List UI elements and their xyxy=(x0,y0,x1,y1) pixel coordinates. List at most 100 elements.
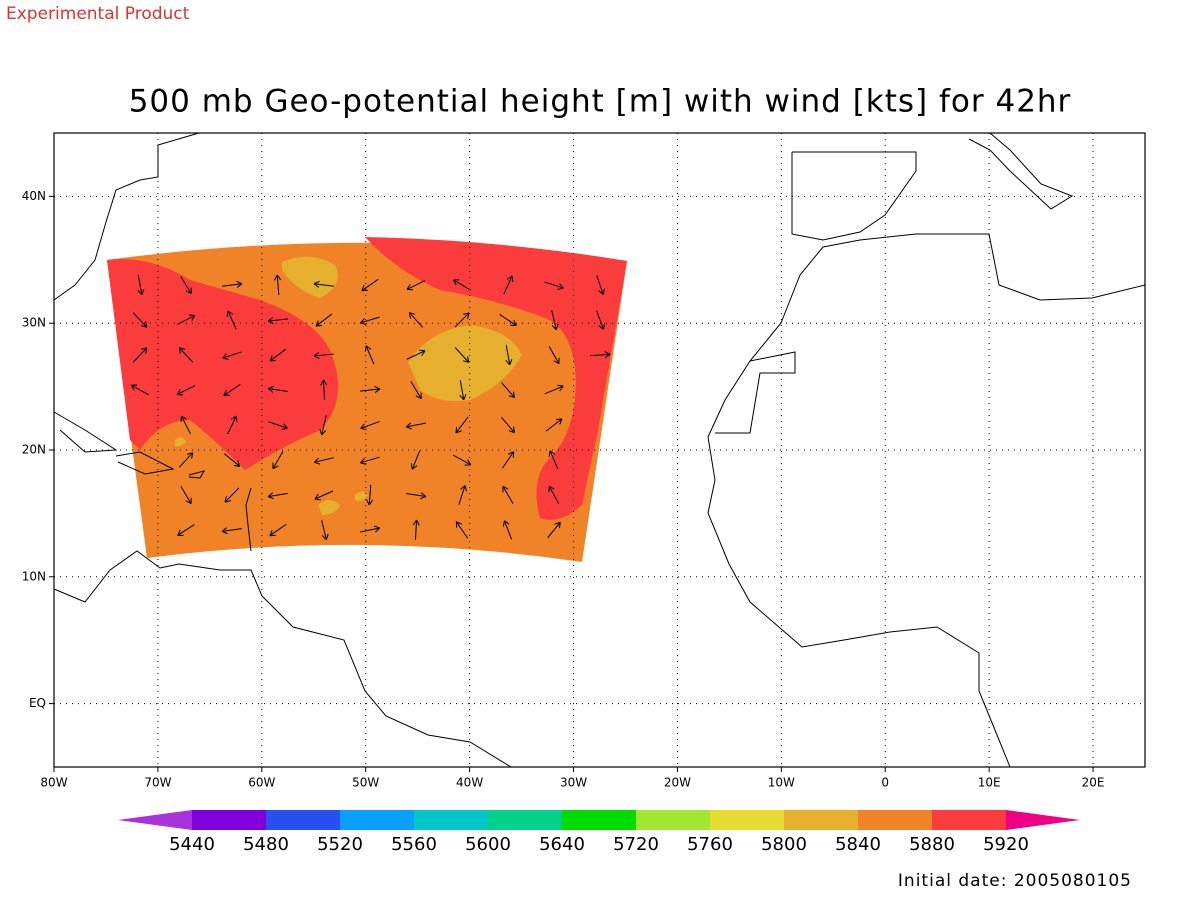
wind-arrow xyxy=(406,492,427,500)
colorbar-label: 5560 xyxy=(391,834,437,855)
wind-arrow xyxy=(361,278,379,292)
wind-arrow xyxy=(272,451,284,470)
colorbar-segment xyxy=(266,810,340,830)
colorbar-label: 5520 xyxy=(317,834,363,855)
wind-arrow xyxy=(132,347,148,363)
wind-arrow xyxy=(267,317,288,325)
colorbar-label: 5800 xyxy=(761,834,807,855)
coast-hispaniola xyxy=(115,451,175,475)
lon-tick-label: 70W xyxy=(144,776,171,790)
colorbar-segment xyxy=(192,810,266,830)
wind-arrow xyxy=(313,351,335,359)
colorbar-segment xyxy=(858,810,932,830)
lon-tick-label: 60W xyxy=(248,776,275,790)
colorbar: 5440 5480 5520 5560 5600 5640 5720 5760 5800 5840… xyxy=(118,810,1080,855)
wind-arrow xyxy=(454,347,470,363)
wind-arrow xyxy=(544,384,564,395)
wind-arrow xyxy=(360,456,380,465)
wind-arrow xyxy=(319,415,327,436)
colorbar-segment xyxy=(710,810,784,830)
colorbar-segment xyxy=(636,810,710,830)
wind-arrow xyxy=(269,523,287,537)
lat-tick-label: 30N xyxy=(22,316,46,330)
wind-arrow xyxy=(502,485,514,504)
wind-arrow xyxy=(547,521,561,539)
colorbar-segment xyxy=(784,810,858,830)
wind-arrow xyxy=(314,490,334,501)
colorbar-left-triangle xyxy=(118,810,192,830)
wind-arrow xyxy=(499,314,517,327)
coastlines xyxy=(53,132,1146,768)
colorbar-label: 5720 xyxy=(613,834,659,855)
wind-arrow xyxy=(501,417,515,434)
height-field xyxy=(107,237,627,563)
field-high-east xyxy=(365,237,627,520)
lon-tick-label: 50W xyxy=(352,776,379,790)
wind-arrow xyxy=(548,450,559,470)
colorbar-segment xyxy=(488,810,562,830)
wind-arrow xyxy=(544,281,564,290)
coast-antilles xyxy=(245,487,252,552)
wind-arrow xyxy=(454,312,470,328)
coast-cuba xyxy=(53,411,118,453)
lon-tick-label: 20E xyxy=(1082,776,1105,790)
wind-arrow xyxy=(545,418,563,432)
wind-arrow xyxy=(178,347,194,363)
map-axes: 80W 70W 60W 50W 40W 30W 20W 10W 0 10E 20E 40N 30N 20N… xyxy=(22,133,1145,790)
wind-arrow xyxy=(364,345,375,365)
wind-arrow xyxy=(268,421,288,430)
wind-arrow xyxy=(455,416,469,434)
wind-arrow xyxy=(459,380,467,401)
wind-arrow xyxy=(502,520,513,540)
lon-tick-label: 80W xyxy=(40,776,67,790)
wind-arrow xyxy=(410,450,421,470)
wind-arrow xyxy=(224,487,240,503)
wind-arrow xyxy=(223,453,241,467)
wind-arrow xyxy=(408,312,424,328)
wind-arrow xyxy=(313,280,334,288)
coast-iberia xyxy=(791,151,917,241)
wind-arrow xyxy=(269,348,287,362)
wind-arrow xyxy=(405,422,426,430)
lon-tick-label: 0 xyxy=(881,776,889,790)
lon-tick-label: 20W xyxy=(664,776,691,790)
colorbar-label: 5760 xyxy=(687,834,733,855)
lat-tick-label: 40N xyxy=(22,189,46,203)
wind-arrow xyxy=(227,415,238,435)
wind-arrow xyxy=(548,346,560,365)
field-high-west xyxy=(107,259,338,470)
colorbar-label: 5640 xyxy=(539,834,585,855)
wind-arrow xyxy=(222,351,242,360)
initial-date: Initial date: 2005080105 xyxy=(898,871,1132,891)
wind-arrow xyxy=(132,312,148,328)
wind-arrow xyxy=(410,381,422,400)
wind-arrow xyxy=(177,524,195,536)
colorbar-segment xyxy=(414,810,488,830)
lon-tick-label: 40W xyxy=(456,776,483,790)
wind-arrow xyxy=(360,316,380,325)
wind-arrow xyxy=(453,454,472,466)
wind-arrow xyxy=(412,519,420,541)
wind-arrow xyxy=(458,485,467,505)
lon-tick-label: 10W xyxy=(768,776,795,790)
wind-arrow xyxy=(505,345,513,366)
wind-arrow xyxy=(501,382,516,399)
lat-tick-label: EQ xyxy=(29,696,46,710)
wind-arrow xyxy=(178,452,194,468)
wind-arrow xyxy=(503,275,514,295)
wind-arrow xyxy=(406,349,426,360)
wind-arrow xyxy=(130,384,149,396)
wind-arrow xyxy=(180,486,192,505)
wind-arrow xyxy=(267,492,288,500)
border-africa xyxy=(715,351,796,434)
wind-arrow xyxy=(321,520,329,541)
wind-arrow xyxy=(315,313,333,327)
lat-tick-label: 10N xyxy=(22,569,46,583)
wind-arrow xyxy=(180,415,192,435)
wind-arrow xyxy=(360,421,380,431)
wind-arrow xyxy=(274,274,282,296)
colorbar-label: 5840 xyxy=(835,834,881,855)
colorbar-label: 5440 xyxy=(169,834,215,855)
wind-arrow xyxy=(360,525,381,533)
